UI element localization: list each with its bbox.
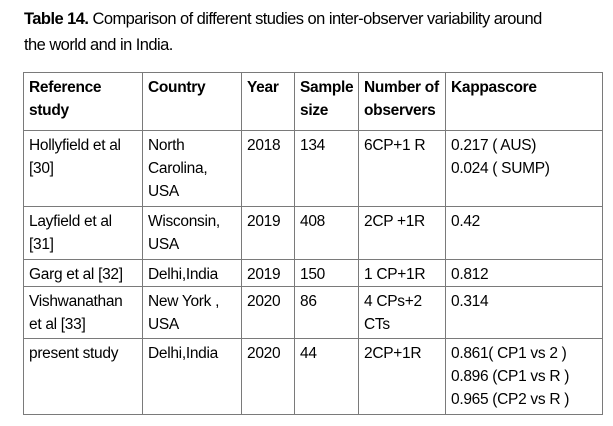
cell-sample: 150: [294, 259, 359, 287]
table-row-vishwanathan: Vishwanathan et al [33] New York , USA 2…: [23, 286, 603, 339]
col-header-kappascore: Kappascore: [445, 72, 603, 131]
cell-reference: Vishwanathan et al [33]: [23, 286, 143, 339]
cell-reference: Garg et al [32]: [23, 259, 143, 287]
cell-observers: 1 CP+1R: [358, 259, 446, 287]
cell-observers: 2CP +1R: [358, 206, 446, 260]
cell-year: 2020: [241, 286, 295, 339]
cell-country: New York , USA: [142, 286, 242, 339]
cell-country: North Carolina, USA: [142, 130, 242, 207]
table-row-present-study: present study Delhi,India 2020 44 2CP+1R…: [23, 338, 603, 415]
comparison-table: Reference study Country Year Sample size…: [23, 72, 603, 415]
table-row-hollyfield: Hollyfield et al [30] North Carolina, US…: [23, 130, 603, 207]
cell-year: 2020: [241, 338, 295, 415]
cell-country: Delhi,India: [142, 338, 242, 415]
cell-year: 2019: [241, 206, 295, 260]
col-header-year: Year: [241, 72, 295, 131]
cell-observers: 6CP+1 R: [358, 130, 446, 207]
cell-reference: Layfield et al [31]: [23, 206, 143, 260]
cell-sample: 408: [294, 206, 359, 260]
col-header-country: Country: [142, 72, 242, 131]
table-row-layfield: Layfield et al [31] Wisconsin, USA 2019 …: [23, 206, 603, 260]
cell-country: Delhi,India: [142, 259, 242, 287]
cell-sample: 134: [294, 130, 359, 207]
cell-observers: 4 CPs+2 CTs: [358, 286, 446, 339]
cell-year: 2018: [241, 130, 295, 207]
cell-reference: Hollyfield et al [30]: [23, 130, 143, 207]
table-caption-text: Comparison of different studies on inter…: [24, 10, 542, 54]
cell-kappascore: 0.42: [445, 206, 603, 260]
cell-sample: 44: [294, 338, 359, 415]
cell-kappascore: 0.314: [445, 286, 603, 339]
table-caption: Table 14. Comparison of different studie…: [24, 6, 609, 58]
col-header-reference-study: Reference study: [23, 72, 143, 131]
table-row-garg: Garg et al [32] Delhi,India 2019 150 1 C…: [23, 259, 603, 287]
cell-year: 2019: [241, 259, 295, 287]
cell-kappascore: 0.217 ( AUS) 0.024 ( SUMP): [445, 130, 603, 207]
cell-reference: present study: [23, 338, 143, 415]
col-header-sample-size: Sample size: [294, 72, 359, 131]
cell-country: Wisconsin, USA: [142, 206, 242, 260]
cell-kappascore: 0.812: [445, 259, 603, 287]
cell-sample: 86: [294, 286, 359, 339]
cell-observers: 2CP+1R: [358, 338, 446, 415]
header-row: Reference study Country Year Sample size…: [23, 72, 603, 131]
table-caption-label: Table 14.: [24, 10, 89, 28]
cell-kappascore: 0.861( CP1 vs 2 ) 0.896 (CP1 vs R ) 0.96…: [445, 338, 603, 415]
col-header-observers: Number of observers: [358, 72, 446, 131]
